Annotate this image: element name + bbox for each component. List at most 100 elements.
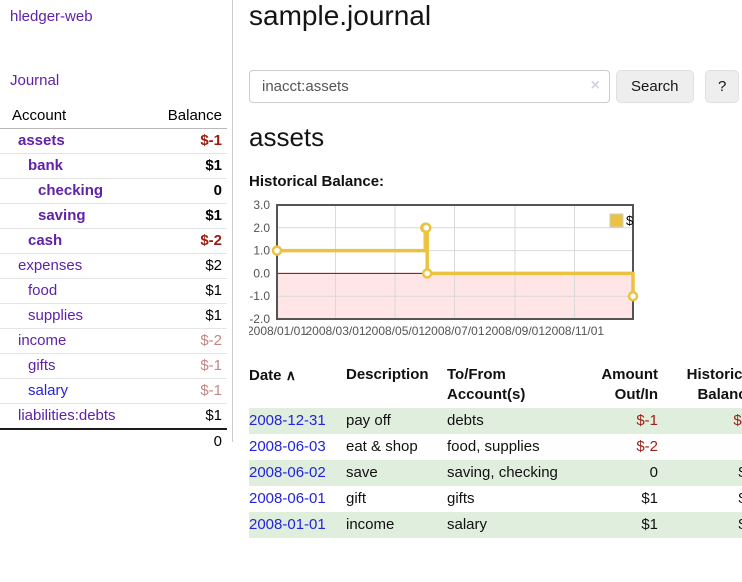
- account-balance: $-2: [113, 228, 227, 254]
- brand-link[interactable]: hledger-web: [10, 8, 93, 25]
- svg-text:2008/09/01: 2008/09/01: [485, 324, 545, 338]
- account-balance: 0: [113, 178, 227, 204]
- register-header-balance-line1: Historical: [686, 366, 742, 383]
- account-cell: cash: [0, 228, 114, 254]
- svg-text:0.0: 0.0: [253, 266, 270, 280]
- register-amount-cell: $-2: [636, 438, 658, 455]
- account-link-expenses[interactable]: expenses: [18, 257, 83, 274]
- account-balance: $1: [113, 278, 227, 304]
- svg-text:2008/01/01: 2008/01/01: [249, 324, 307, 338]
- account-link-liabilities-debts[interactable]: liabilities:debts: [18, 407, 116, 424]
- register-header-date-label: Date: [249, 367, 282, 384]
- svg-text:2008/03/01: 2008/03/01: [305, 324, 365, 338]
- register-description-cell: save: [346, 464, 378, 481]
- account-row: bank $1: [0, 153, 227, 179]
- register-header-balance: Historical Balance: [661, 362, 742, 408]
- register-date-link[interactable]: 2008-06-03: [249, 438, 326, 455]
- account-link-assets[interactable]: assets: [18, 132, 65, 149]
- register-header-accounts: To/From Account(s): [447, 362, 572, 408]
- register-date-link[interactable]: 2008-12-31: [249, 412, 326, 429]
- register-date-link[interactable]: 2008-06-01: [249, 490, 326, 507]
- help-button[interactable]: ?: [705, 70, 740, 103]
- account-cell: bank: [0, 153, 114, 179]
- account-balance: $1: [113, 303, 227, 329]
- svg-text:-2.0: -2.0: [249, 312, 270, 326]
- register-accounts-cell: debts: [447, 412, 484, 429]
- account-cell: saving: [0, 203, 114, 229]
- account-link-income[interactable]: income: [18, 332, 67, 349]
- register-row[interactable]: 2008-06-02 save saving, checking 0$2: [249, 460, 742, 486]
- register-balance-cell: $1: [661, 512, 742, 538]
- account-cell: liabilities:debts: [0, 404, 116, 430]
- account-row: income $-2: [0, 328, 227, 354]
- account-row: liabilities:debts $1: [0, 404, 227, 430]
- register-date-link[interactable]: 2008-06-02: [249, 464, 326, 481]
- account-row: assets $-1: [0, 128, 227, 154]
- svg-text:2008/05/01: 2008/05/01: [365, 324, 425, 338]
- register-accounts-cell: saving, checking: [447, 464, 558, 481]
- register-date-cell: 2008-06-02: [249, 460, 346, 486]
- svg-text:$: $: [626, 213, 634, 228]
- account-link-gifts[interactable]: gifts: [28, 357, 56, 374]
- account-balance: $-1: [113, 128, 227, 154]
- chart-title: Historical Balance:: [249, 173, 385, 190]
- historical-balance-chart: 3.0 2.0 1.0 0.0 -1.0 -2.0 2008/01/01 2008/03/01…: [247, 198, 679, 345]
- account-balance: $1: [205, 407, 222, 424]
- account-row: checking 0: [0, 178, 227, 204]
- sidebar-item-journal[interactable]: Journal: [10, 72, 60, 89]
- register-row[interactable]: 2008-06-03 eat & shop food, supplies $-20: [249, 434, 742, 460]
- search-input-wrap: ×: [249, 70, 610, 103]
- account-link-salary[interactable]: salary: [28, 382, 69, 399]
- register-balance-cell: $-1: [733, 412, 742, 429]
- search-button[interactable]: Search: [616, 70, 694, 103]
- register-row[interactable]: 2008-01-01 income salary $1$1: [249, 512, 742, 538]
- search-input[interactable]: [249, 70, 610, 103]
- svg-text:1.0: 1.0: [253, 244, 270, 258]
- account-balance: $-1: [113, 353, 227, 379]
- register-balance-cell: $2: [661, 486, 742, 512]
- register-amount-cell: $1: [641, 516, 658, 533]
- chart-svg: 3.0 2.0 1.0 0.0 -1.0 -2.02008/01/012008/03/01…: [247, 198, 639, 338]
- search-form: × Search ?: [249, 70, 742, 103]
- accounts-header-account: Account: [0, 104, 114, 129]
- accounts-total-row: 0: [0, 428, 227, 454]
- register-date-cell: 2008-01-01: [249, 512, 346, 538]
- register-date-link[interactable]: 2008-01-01: [249, 516, 326, 533]
- svg-text:-1.0: -1.0: [249, 289, 270, 303]
- register-header-accounts-line2: Account(s): [447, 386, 526, 403]
- account-link-food[interactable]: food: [28, 282, 58, 299]
- register-accounts-cell: food, supplies: [447, 438, 540, 455]
- accounts-table: Account Balance assets $-1 bank $1 checking 0…: [0, 104, 227, 454]
- sort-ascending-icon: ∧: [285, 367, 296, 383]
- clear-search-icon[interactable]: ×: [590, 77, 600, 94]
- account-link-checking[interactable]: checking: [38, 182, 104, 199]
- account-cell: expenses: [0, 253, 114, 279]
- account-link-saving[interactable]: saving: [38, 207, 86, 224]
- account-cell: supplies: [0, 303, 114, 329]
- account-cell: assets: [0, 128, 114, 154]
- register-header-date[interactable]: Date ∧: [249, 362, 346, 408]
- account-row: gifts $-1: [0, 353, 227, 379]
- svg-text:2008/07/01: 2008/07/01: [424, 324, 484, 338]
- account-link-cash[interactable]: cash: [28, 232, 63, 249]
- main-content: sample.journal × Search ? assets Histori…: [247, 0, 742, 582]
- register-header-row: Date ∧ Description To/From Account(s) Am…: [249, 362, 742, 408]
- account-row: salary $-1: [0, 378, 227, 404]
- account-balance: $1: [113, 153, 227, 179]
- account-row: food $1: [0, 278, 227, 304]
- register-row[interactable]: 2008-12-31 pay off debts $-1 $-1: [249, 408, 742, 434]
- account-link-supplies[interactable]: supplies: [28, 307, 84, 324]
- register-accounts-cell: gifts: [447, 490, 475, 507]
- register-row[interactable]: 2008-06-01 gift gifts $1$2: [249, 486, 742, 512]
- accounts-table-header-row: Account Balance: [0, 104, 227, 129]
- register-date-cell: 2008-06-01: [249, 486, 346, 512]
- sidebar: hledger-web Journal Account Balance asse…: [0, 0, 233, 454]
- account-link-bank[interactable]: bank: [28, 157, 64, 174]
- register-description-cell: pay off: [346, 412, 391, 429]
- account-cell: gifts: [0, 353, 114, 379]
- register-header-amount-line2: Out/In: [614, 386, 658, 403]
- register-balance-cell: 0: [661, 434, 742, 460]
- accounts-total-value: 0: [113, 428, 227, 454]
- account-row: cash $-2: [0, 228, 227, 254]
